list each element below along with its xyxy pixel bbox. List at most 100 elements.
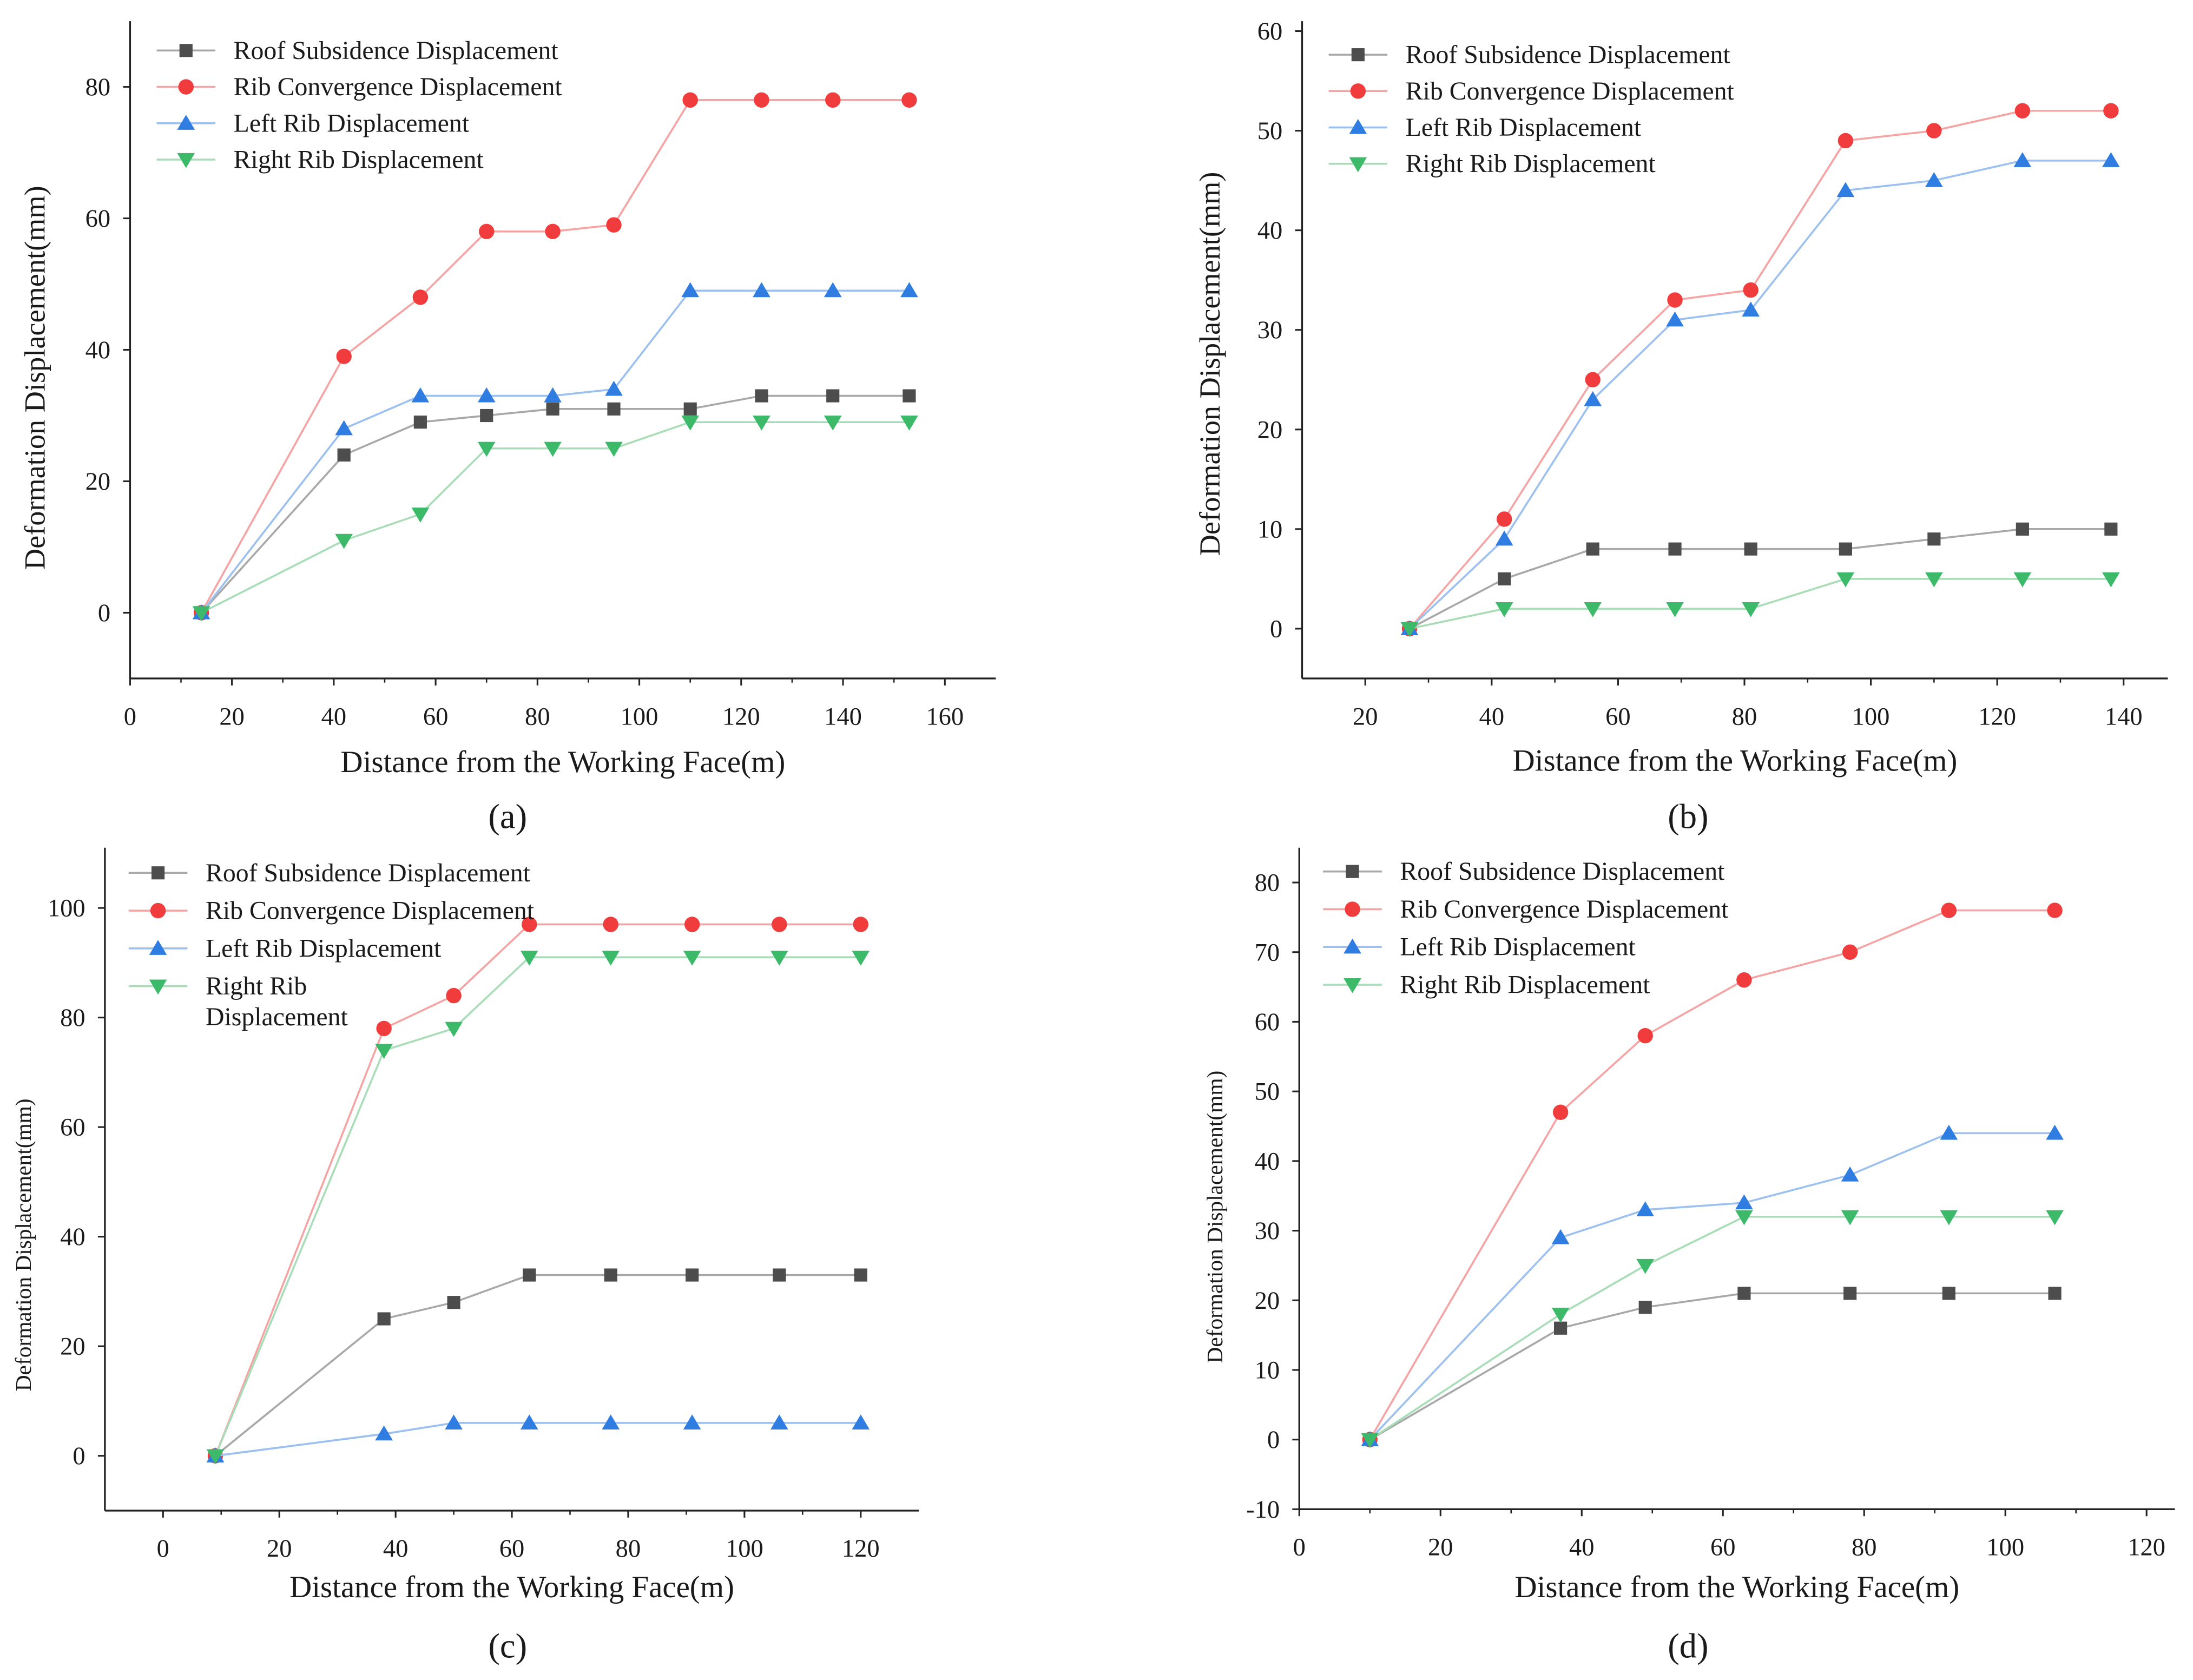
panel-label: (c)	[488, 1626, 527, 1665]
data-point-left	[477, 387, 496, 403]
data-point-left	[2102, 152, 2120, 167]
data-point-left	[1495, 530, 1513, 546]
x-tick-label: 100	[1852, 703, 1890, 730]
legend-label-right: Right Rib Displacement	[1406, 149, 1656, 178]
y-tick-label: 20	[85, 468, 111, 496]
x-axis-label: Distance from the Working Face(m)	[289, 1570, 734, 1604]
legend-marker-left	[1349, 118, 1367, 134]
y-tick-label: 80	[1255, 869, 1280, 897]
data-point-left	[375, 1425, 393, 1441]
data-point-roof	[1942, 1287, 1955, 1300]
series-right	[1361, 1210, 2064, 1448]
data-point-left	[900, 282, 918, 298]
data-point-roof	[1737, 1287, 1751, 1300]
data-point-left	[852, 1414, 870, 1429]
y-tick-label: 60	[85, 205, 111, 233]
data-point-right	[206, 1449, 225, 1465]
series-roof	[1363, 1287, 2062, 1446]
y-tick-label: 60	[60, 1114, 85, 1142]
data-point-rib	[1585, 372, 1601, 387]
data-point-rib	[376, 1020, 392, 1037]
x-tick-label: 120	[2128, 1534, 2165, 1562]
series-line-right	[214, 956, 861, 1457]
data-point-rib	[1926, 123, 1942, 139]
data-point-left	[335, 420, 353, 436]
data-point-left	[1940, 1124, 1958, 1140]
data-point-right	[1666, 602, 1684, 617]
chart-panel-b: 20 40 60 80 100 120 140 0 10 20 30 40 50 60 Distance f…	[1194, 18, 2168, 836]
y-tick-label: 60	[1257, 18, 1283, 45]
series-rib	[1401, 103, 2119, 637]
series-left	[1400, 152, 2120, 636]
data-point-rib	[684, 917, 700, 932]
legend-label-left: Left Rib Displacement	[234, 109, 469, 137]
data-point-right	[1940, 1210, 1958, 1226]
y-tick-label: 0	[98, 599, 110, 627]
data-point-right	[602, 951, 620, 966]
data-point-rib	[1667, 292, 1683, 308]
y-tick-label: 30	[1255, 1217, 1280, 1245]
chart-panel-c: 0 20 40 60 80 100 120 0 20 40 60 80 100 Distance from…	[11, 847, 919, 1665]
x-tick-label: 20	[219, 703, 245, 730]
data-point-roof	[337, 448, 351, 462]
data-point-rib	[446, 987, 462, 1004]
data-point-right	[2013, 572, 2032, 588]
data-point-rib	[1842, 944, 1858, 960]
data-point-left	[1735, 1194, 1753, 1210]
data-point-rib	[1637, 1027, 1653, 1044]
data-point-roof	[523, 1268, 536, 1282]
data-point-left	[2046, 1124, 2064, 1140]
y-tick-label: 10	[1255, 1356, 1280, 1384]
y-tick-label: 70	[1255, 939, 1280, 966]
x-axis-label: Distance from the Working Face(m)	[1514, 1570, 1959, 1604]
series-line-roof	[214, 1274, 861, 1457]
legend: Roof Subsidence Displacement Rib Converge…	[1328, 41, 1734, 178]
x-tick-label: 0	[1293, 1534, 1306, 1562]
data-point-rib	[603, 917, 618, 932]
data-point-rib	[2103, 103, 2119, 118]
x-tick-label: 40	[1569, 1534, 1595, 1562]
legend-label-left: Left Rib Displacement	[1406, 113, 1641, 142]
data-point-right	[1400, 622, 1419, 637]
data-point-roof	[2104, 522, 2118, 536]
data-point-roof	[1839, 542, 1852, 556]
data-point-left	[544, 387, 562, 403]
data-point-right	[1636, 1259, 1655, 1274]
data-point-roof	[1638, 1301, 1652, 1314]
series-line-rib	[214, 923, 861, 1457]
y-tick-label: 40	[85, 337, 111, 364]
data-point-right	[770, 951, 788, 966]
y-tick-label: 80	[85, 74, 111, 101]
series-line-right	[1409, 578, 2111, 630]
y-tick-label: 0	[73, 1442, 85, 1470]
data-point-right	[1495, 602, 1513, 617]
series-line-right	[201, 421, 910, 614]
x-tick-label: 140	[824, 703, 862, 730]
data-point-rib	[1743, 282, 1759, 298]
data-point-roof	[413, 416, 427, 429]
data-point-left	[2013, 152, 2032, 167]
data-point-right	[1361, 1433, 1379, 1448]
chart-panel-d: 0 20 40 60 80 100 120 -10 0 10 20 30 40 50 60 70 80 Dista…	[1202, 847, 2175, 1665]
y-tick-label: 50	[1255, 1078, 1280, 1106]
series-line-left	[200, 289, 910, 614]
data-point-roof	[1554, 1321, 1568, 1335]
data-point-rib	[853, 917, 868, 932]
y-axis-label: Deformation Displacement(mm)	[1194, 172, 1226, 556]
data-point-rib	[754, 92, 769, 108]
series-right	[206, 951, 870, 1465]
data-point-left	[1636, 1201, 1655, 1217]
legend-label-rib: Rib Convergence Displacement	[206, 897, 534, 925]
legend-marker-rib	[1350, 83, 1366, 99]
panel-label: (a)	[488, 797, 527, 836]
data-point-roof	[1843, 1287, 1857, 1300]
x-tick-label: 0	[124, 703, 136, 730]
series-roof	[195, 389, 916, 620]
data-point-left	[683, 1414, 701, 1429]
x-tick-label: 60	[1710, 1534, 1736, 1562]
data-point-right	[2102, 572, 2120, 588]
x-tick-label: 120	[1978, 703, 2016, 730]
data-point-roof	[2048, 1287, 2062, 1300]
series-left	[1361, 1124, 2064, 1446]
